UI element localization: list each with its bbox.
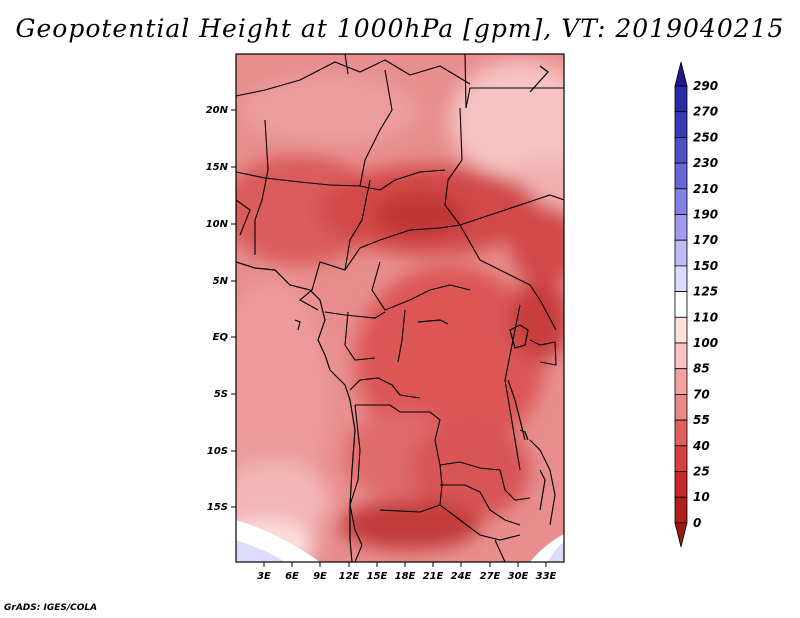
colorbar-label: 85 [693,362,710,376]
lon-tick-label: 33E [536,571,557,582]
colorbar-swatch [674,471,688,498]
colorbar: 2902702502302101901701501251101008570554… [674,61,718,547]
lon-labels: 3E 6E 9E 12E 15E 18E 21E 24E 27E 30E 33E [257,571,556,582]
map-frame [235,53,565,563]
colorbar-swatch [674,85,688,113]
colorbar-swatch [674,368,688,395]
lon-tick-label: 24E [451,571,472,582]
colorbar-label: 40 [692,439,710,453]
colorbar-swatch [674,214,688,241]
colorbar-swatch [674,162,688,190]
colorbar-label: 25 [693,465,710,479]
colorbar-swatch [674,393,688,421]
colorbar-label: 10 [693,490,710,504]
colorbar-label: 210 [693,182,718,196]
colorbar-top-arrow [674,61,688,87]
colorbar-label: 170 [693,233,718,247]
colorbar-label: 230 [693,156,718,170]
lon-tick-label: 15E [367,571,388,582]
colorbar-swatch [674,445,688,472]
colorbar-label: 70 [693,387,710,401]
colorbar-swatch [674,111,688,138]
lat-tick-label: 20N [206,105,229,116]
lat-tick-label: 10S [207,446,228,457]
lat-tick-label: EQ [213,332,229,343]
map-field [236,54,564,562]
lat-tick-label: 5N [213,276,229,287]
lon-tick-label: 30E [508,571,529,582]
lon-tick-label: 27E [480,571,501,582]
colorbar-label: 0 [693,516,701,530]
lat-tick-label: 15S [207,502,228,513]
lat-ticks [231,109,236,508]
colorbar-swatch [674,291,688,318]
colorbar-swatch [674,342,688,370]
colorbar-swatch [674,316,688,344]
colorbar-swatch [674,136,688,164]
colorbar-bottom-arrow [674,522,688,547]
lat-tick-label: 5S [214,389,228,400]
colorbar-label: 250 [693,130,718,144]
lon-tick-label: 21E [423,571,444,582]
lat-tick-label: 15N [206,162,229,173]
colorbar-label: 190 [693,208,718,222]
lon-tick-label: 18E [395,571,416,582]
grads-credit: GrADS: IGES/COLA [4,603,98,613]
colorbar-label: 100 [693,336,718,350]
plot-title: Geopotential Height at 1000hPa [gpm], VT… [15,14,785,43]
country-borders [236,54,564,562]
colorbar-label: 150 [693,259,718,273]
lon-tick-label: 9E [313,571,327,582]
colorbar-swatch [674,419,688,447]
colorbar-label: 125 [693,285,718,299]
lon-tick-label: 3E [257,571,271,582]
lat-labels: 20N 15N 10N 5N EQ 5S 10S 15S [206,105,229,513]
colorbar-swatch [674,496,688,524]
lon-tick-label: 12E [339,571,360,582]
lon-tick-label: 6E [285,571,299,582]
colorbar-label: 110 [693,310,718,324]
colorbar-swatch [674,188,688,215]
lat-tick-label: 10N [206,219,229,230]
colorbar-label: 270 [693,105,718,119]
colorbar-swatch [674,239,688,267]
coastline [236,65,549,562]
colorbar-label: 55 [693,413,710,427]
colorbar-swatch [674,265,688,292]
colorbar-label: 290 [693,79,718,93]
lon-ticks [263,562,547,567]
